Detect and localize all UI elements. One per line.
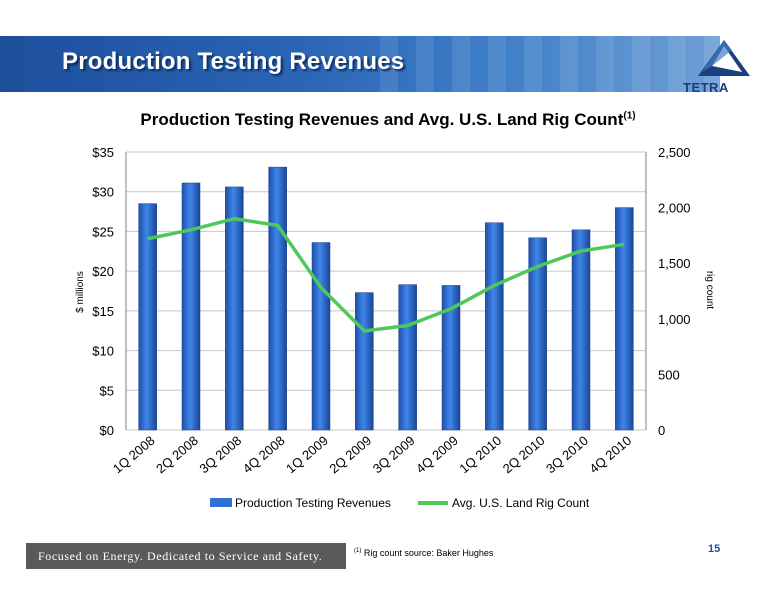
y-tick-label: $25 (92, 224, 114, 239)
gridlines (125, 151, 647, 431)
y-tick-label: $10 (92, 344, 114, 359)
bar (441, 285, 461, 431)
y-axis-left: $0 $5 $10 $15 $20 $25 $30 $35 (92, 145, 114, 438)
x-tick-label: 3Q 2008 (196, 433, 244, 477)
y2-tick-label: 1,500 (658, 256, 691, 271)
legend-label-rig-count: Avg. U.S. Land Rig Count (452, 496, 590, 510)
bar (311, 242, 331, 431)
x-tick-label: 1Q 2010 (456, 433, 504, 477)
bar (138, 203, 157, 431)
y2-tick-label: 1,000 (658, 312, 691, 327)
bar-series (138, 166, 634, 431)
legend: Production Testing Revenues Avg. U.S. La… (210, 496, 590, 510)
y-axis-label: $ millions (75, 271, 86, 313)
x-tick-label: 1Q 2009 (283, 433, 331, 477)
x-tick-label: 3Q 2010 (543, 433, 591, 477)
legend-swatch-revenue (210, 498, 232, 507)
bar (485, 222, 504, 431)
page-title: Production Testing Revenues (62, 48, 405, 75)
bar (615, 207, 634, 431)
y-tick-label: $20 (92, 264, 114, 279)
y2-tick-label: 2,500 (658, 145, 691, 160)
y2-tick-label: 500 (658, 367, 680, 382)
bar (268, 166, 287, 431)
x-tick-label: 2Q 2010 (500, 433, 548, 477)
y2-tick-label: 2,000 (658, 201, 691, 216)
x-tick-label: 4Q 2008 (240, 433, 288, 477)
header-band (0, 36, 720, 92)
x-tick-label: 2Q 2008 (153, 433, 201, 477)
x-tick-label: 2Q 2009 (326, 433, 374, 477)
y-tick-label: $30 (92, 185, 114, 200)
y-axis-right: 0 500 1,000 1,500 2,000 2,500 (658, 145, 691, 438)
bar (355, 292, 374, 431)
legend-label-revenue: Production Testing Revenues (235, 496, 391, 510)
bar (571, 229, 591, 431)
footer-tagline: Focused on Energy. Dedicated to Service … (26, 543, 346, 569)
y2-axis-label: rig count (704, 271, 715, 310)
tetra-logo-icon (698, 40, 750, 76)
bar (398, 284, 417, 431)
chart-title: Production Testing Revenues and Avg. U.S… (140, 110, 636, 129)
logo-text: TETRA (683, 80, 729, 95)
bar (181, 182, 201, 431)
y-tick-label: $5 (100, 383, 114, 398)
line-series (147, 216, 625, 333)
bar (225, 186, 244, 431)
y-tick-label: $35 (92, 145, 114, 160)
y-tick-label: $0 (100, 423, 114, 438)
header-photo (380, 36, 720, 92)
bar (528, 237, 547, 431)
y2-tick-label: 0 (658, 423, 665, 438)
page-number: 15 (708, 543, 721, 555)
x-tick-label: 4Q 2009 (413, 433, 461, 477)
x-tick-label: 3Q 2009 (370, 433, 418, 477)
x-tick-label: 1Q 2008 (110, 433, 158, 477)
y-tick-label: $15 (92, 304, 114, 319)
rig-count-line (147, 216, 625, 333)
x-tick-label: 4Q 2010 (586, 433, 634, 477)
header-banner: Production Testing Revenues (0, 36, 776, 94)
footnote: (1) Rig count source: Baker Hughes (354, 548, 494, 558)
